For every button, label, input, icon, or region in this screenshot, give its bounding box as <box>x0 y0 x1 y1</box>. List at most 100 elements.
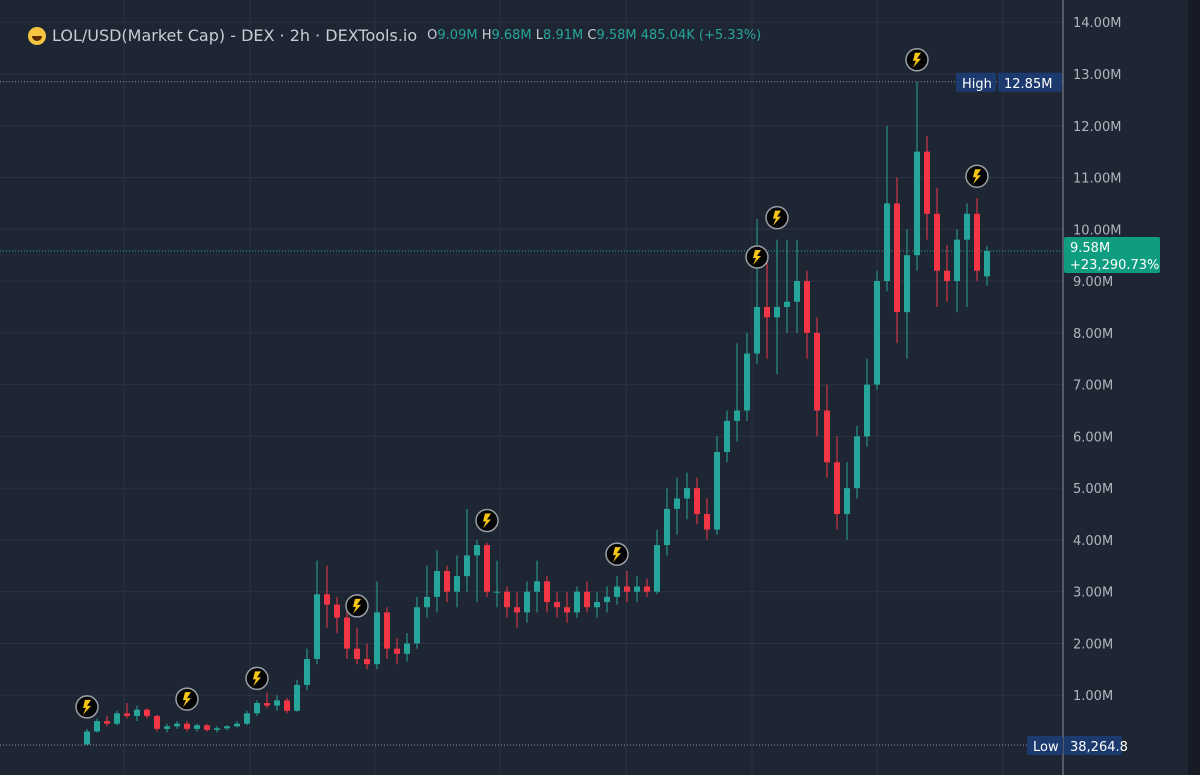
candle-body <box>234 723 240 727</box>
lightning-bolt <box>613 547 621 563</box>
candle-body <box>984 251 990 277</box>
candle-body <box>104 721 110 724</box>
candle-body <box>574 591 580 613</box>
candle-body <box>824 410 830 463</box>
low-value-badge-bg <box>1064 736 1122 755</box>
candle <box>824 384 830 478</box>
lightning-icon <box>745 245 769 269</box>
candle-body <box>434 570 440 597</box>
candle <box>94 718 100 733</box>
candle-body <box>404 643 410 654</box>
candle <box>474 539 480 603</box>
y-tick-label: 1.00M <box>1073 689 1113 704</box>
candle <box>324 565 330 628</box>
candle-body <box>734 410 740 421</box>
candle <box>544 576 550 613</box>
candle-body <box>324 594 330 605</box>
candle <box>164 723 170 733</box>
candle <box>774 239 780 375</box>
candle-body <box>974 213 980 271</box>
candle-body <box>714 451 720 530</box>
low-value: 8.91M <box>543 28 584 43</box>
candle <box>104 715 110 727</box>
candle <box>274 695 280 711</box>
candle <box>184 721 190 732</box>
y-tick-label: 7.00M <box>1073 379 1113 394</box>
close-value: 9.58M <box>596 28 637 43</box>
y-tick-label: 2.00M <box>1073 637 1113 652</box>
candle <box>414 596 420 649</box>
candle <box>964 203 970 307</box>
candle <box>984 245 990 286</box>
candle-body <box>754 306 760 354</box>
candle-body <box>514 607 520 613</box>
candle-body <box>84 731 90 745</box>
candle <box>434 550 440 613</box>
candle-body <box>144 709 150 716</box>
candle-body <box>354 648 360 659</box>
lightning-icon <box>965 164 989 188</box>
y-tick-label: 13.00M <box>1073 68 1121 83</box>
lightning-bolt <box>83 699 91 715</box>
y-tick-label: 5.00M <box>1073 482 1113 497</box>
candle-body <box>854 436 860 489</box>
candle-body <box>634 586 640 592</box>
candle <box>604 586 610 613</box>
candle <box>844 462 850 540</box>
lightning-icon <box>475 508 499 533</box>
lightning-bolt <box>483 513 491 529</box>
lightning-bolt <box>753 250 761 265</box>
candle <box>914 81 920 271</box>
candle-body <box>544 581 550 603</box>
candle <box>514 591 520 628</box>
lightning-bolt <box>253 671 261 687</box>
candle <box>494 560 500 608</box>
candle <box>694 477 700 525</box>
candle <box>634 576 640 603</box>
candle <box>884 125 890 292</box>
candle <box>484 542 490 597</box>
candle <box>534 560 540 613</box>
lightning-icon <box>905 48 929 72</box>
candle-body <box>704 514 710 530</box>
candle-body <box>494 591 500 593</box>
y-tick-label: 9.00M <box>1073 275 1113 290</box>
candle <box>224 725 230 731</box>
lightning-bolt <box>913 52 921 68</box>
high-value-badge-bg <box>998 72 1062 92</box>
candle <box>864 358 870 447</box>
candle-body <box>894 203 900 313</box>
candle <box>904 229 910 359</box>
candle <box>384 607 390 659</box>
high-value-badge-text: 12.85M <box>1004 77 1052 92</box>
candle <box>284 697 290 714</box>
y-tick-label: 3.00M <box>1073 586 1113 601</box>
candle <box>954 229 960 313</box>
candle-body <box>304 658 310 685</box>
symbol-title[interactable]: LOL/USD(Market Cap) - DEX · 2h · DEXTool… <box>52 26 418 45</box>
y-tick-label: 10.00M <box>1073 223 1121 238</box>
candle <box>644 578 650 597</box>
last-price-badge: 9.58M +23,290.73% <box>1064 237 1160 273</box>
open-label: O <box>427 28 438 43</box>
candle <box>764 255 770 359</box>
candle <box>894 177 900 344</box>
candle <box>654 529 660 595</box>
candle-body <box>314 594 320 659</box>
candle-body <box>384 612 390 649</box>
candle-body <box>344 617 350 649</box>
lightning-icon <box>175 687 199 711</box>
candle <box>114 710 120 726</box>
candle <box>344 604 350 659</box>
candle-body <box>644 586 650 592</box>
candle <box>294 679 300 712</box>
candle <box>874 270 880 390</box>
candle-body <box>844 488 850 515</box>
y-tick-label: 14.00M <box>1073 16 1121 31</box>
candle-body <box>334 604 340 618</box>
low-label: L <box>535 28 544 43</box>
candle-body <box>174 723 180 727</box>
y-tick-label: 8.00M <box>1073 327 1113 342</box>
candle-body <box>264 702 270 706</box>
